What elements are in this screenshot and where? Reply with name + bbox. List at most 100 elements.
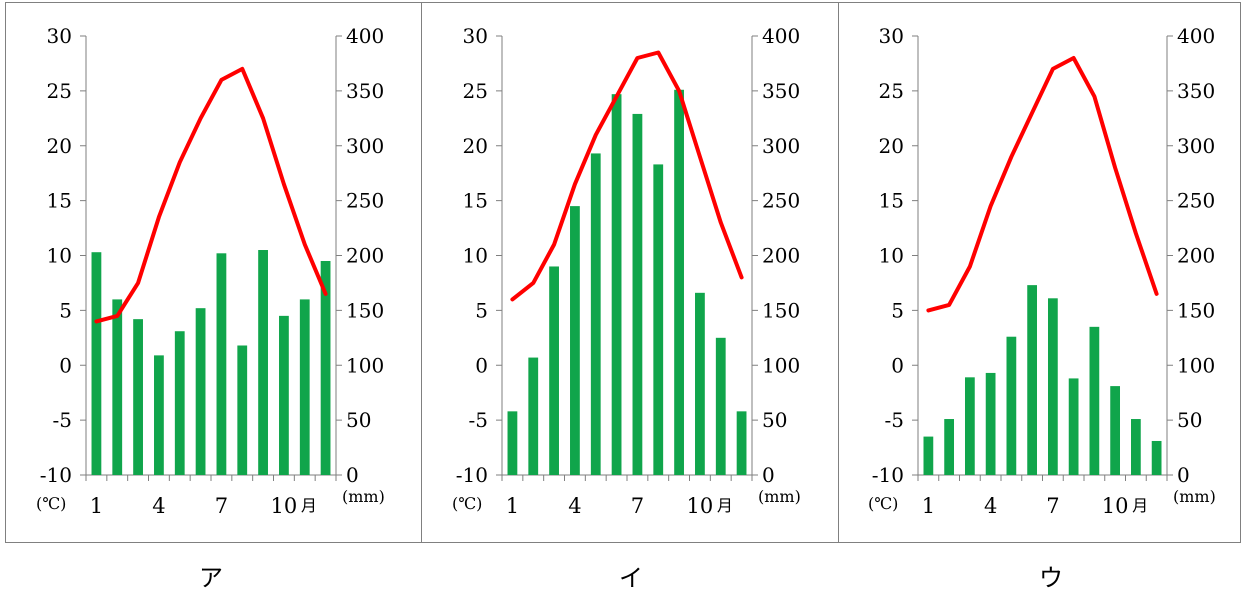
precip-bar [674,89,684,475]
left-tick-label: 5 [891,298,904,322]
left-tick-label: 20 [463,134,488,158]
left-tick-label: 0 [891,353,904,377]
right-tick-label: 250 [1177,189,1215,213]
precip-bar [1027,285,1038,475]
left-tick-label: 0 [475,353,488,377]
right-tick-label: 150 [346,298,384,322]
right-tick-label: 150 [762,298,800,322]
precip-bar [112,299,123,475]
left-tick-label: 15 [47,189,72,213]
precip-bar [549,266,559,475]
x-tick-label: 10 [1102,494,1129,518]
x-tick-label: 7 [631,494,644,518]
right-tick-label: 350 [346,79,384,103]
precip-bar [570,206,580,476]
right-tick-label: 300 [762,134,800,158]
left-tick-label: 5 [59,298,72,322]
precip-bar [1068,378,1079,475]
precip-bar [985,372,996,475]
x-tick-label: 4 [984,494,997,518]
left-tick-label: 25 [463,79,488,103]
chart-caption: イ [619,564,643,592]
chart-caption: ウ [1039,564,1063,592]
precip-bar [715,337,726,475]
climate-chart: 302520151050-5-1040035030025020015010050… [36,24,385,592]
precip-bar [1047,298,1058,475]
precip-bar [632,113,643,476]
left-tick-label: 15 [463,189,488,213]
left-tick-label: -10 [40,463,72,487]
right-tick-label: 400 [346,24,384,48]
x-unit-label: 月 [301,496,317,515]
right-tick-label: 250 [762,189,800,213]
precip-bar [216,253,227,475]
right-unit-label: (mm) [758,487,801,506]
right-tick-label: 50 [762,408,787,432]
left-unit-label: (℃) [868,494,898,513]
right-tick-label: 400 [1177,24,1215,48]
precip-bar [91,252,102,475]
precip-bar [1130,419,1141,475]
right-unit-label: (mm) [342,487,385,506]
x-tick-label: 1 [922,494,935,518]
temperature-line [94,66,328,324]
left-tick-label: -10 [872,463,904,487]
right-tick-label: 200 [1177,244,1215,268]
precip-bar [1089,326,1100,475]
left-tick-label: -5 [885,408,904,432]
right-tick-label: 0 [1177,463,1190,487]
x-unit-label: 月 [717,496,733,515]
left-tick-label: 10 [463,244,488,268]
precip-bar [237,345,248,475]
right-unit-label: (mm) [1173,487,1216,506]
right-tick-label: 250 [346,189,384,213]
right-tick-label: 400 [762,24,800,48]
left-tick-label: 30 [47,24,72,48]
precip-bar [1110,386,1121,475]
left-tick-label: 10 [879,244,904,268]
right-tick-label: 50 [346,408,371,432]
right-tick-label: 350 [762,79,800,103]
x-tick-label: 10 [687,494,714,518]
precip-bar [611,94,622,475]
right-tick-label: 150 [1177,298,1215,322]
x-tick-label: 10 [271,494,298,518]
left-tick-label: 5 [475,298,488,322]
left-tick-label: 15 [879,189,904,213]
precip-bar [653,164,664,475]
climate-chart: 302520151050-5-1040035030025020015010050… [452,24,801,592]
left-tick-label: -5 [53,408,72,432]
left-tick-label: -10 [456,463,488,487]
x-tick-label: 4 [568,494,581,518]
precip-bar [736,411,747,475]
x-unit-label: 月 [1132,496,1148,515]
left-unit-label: (℃) [452,494,482,513]
precip-bar [154,355,164,475]
precip-bar [320,260,331,475]
x-tick-label: 7 [215,494,228,518]
right-tick-label: 50 [1177,408,1202,432]
climate-chart: 302520151050-5-1040035030025020015010050… [868,24,1216,592]
precip-bar [1006,336,1017,475]
temperature-line [926,56,1159,313]
right-tick-label: 300 [346,134,384,158]
precip-bar [528,357,539,475]
left-tick-label: 30 [879,24,904,48]
temperature-line [510,50,744,302]
panel-frame [5,2,1241,543]
left-tick-label: 20 [879,134,904,158]
right-tick-label: 100 [346,353,384,377]
left-tick-label: 20 [47,134,72,158]
precip-bar [695,292,705,475]
precip-bar [923,436,934,475]
right-tick-label: 200 [346,244,384,268]
left-tick-label: 0 [59,353,72,377]
left-tick-label: 25 [47,79,72,103]
precip-bar [174,331,185,475]
right-tick-label: 0 [762,463,775,487]
precip-bar [133,319,143,475]
right-tick-label: 100 [762,353,800,377]
precip-bar [299,299,310,475]
x-tick-label: 1 [506,494,519,518]
